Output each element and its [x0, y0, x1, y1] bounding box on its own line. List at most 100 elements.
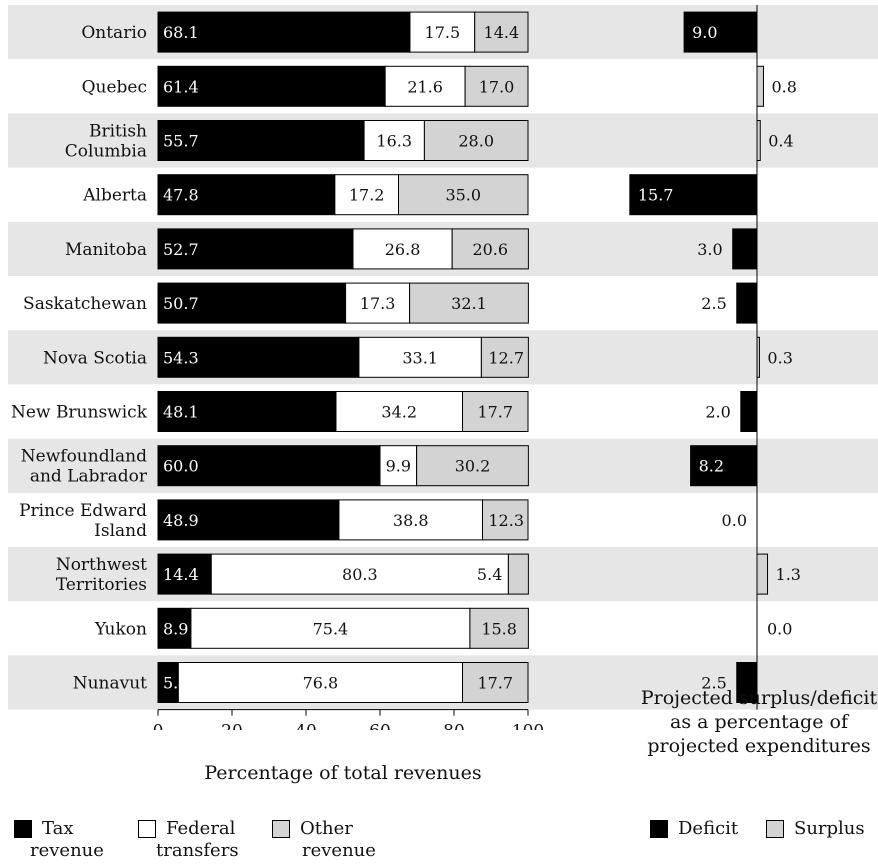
bar-label-other-5: 32.1	[451, 294, 487, 313]
category-label-11-0: Yukon	[94, 619, 147, 639]
bar-label-other-10: 5.4	[477, 565, 502, 584]
bar-tax-8	[157, 445, 381, 487]
bar-label-tax-5: 50.7	[163, 294, 199, 313]
bar-label-other-3: 35.0	[445, 186, 481, 205]
bar-tax-3	[157, 174, 336, 216]
bar-other-6	[480, 336, 529, 378]
legend-label-tax-1: Tax	[42, 818, 74, 839]
legend-swatch-surplus	[766, 820, 784, 838]
category-label-2-1: Columbia	[65, 142, 147, 162]
bar-label-federal-2: 16.3	[376, 132, 412, 151]
bar-label-tax-7: 48.1	[163, 403, 199, 422]
bar-label-tax-10: 14.4	[163, 565, 199, 584]
bar-label-other-12: 17.7	[477, 674, 513, 693]
balance-label-9: 0.0	[722, 511, 747, 530]
right-x-axis-title-line-3: projected expenditures	[647, 735, 871, 757]
balance-label-6: 0.3	[767, 348, 792, 367]
bar-label-federal-10: 80.3	[342, 565, 378, 584]
bar-label-tax-8: 60.0	[163, 457, 199, 476]
bar-label-tax-4: 52.7	[163, 240, 199, 259]
bar-label-other-7: 17.7	[477, 403, 513, 422]
balance-bar-3	[629, 174, 758, 216]
right-x-axis-title-line-2: as a percentage of	[670, 711, 848, 733]
bar-label-other-1: 17.0	[479, 77, 515, 96]
bar-label-other-8: 30.2	[455, 457, 491, 476]
balance-label-2: 0.4	[768, 132, 793, 151]
bar-other-0	[474, 11, 529, 53]
bar-federal-5	[345, 282, 411, 324]
bar-federal-9	[338, 499, 483, 541]
balance-label-10: 1.3	[776, 565, 801, 584]
bar-federal-2	[363, 120, 425, 161]
left-x-tick-label-1: 20	[221, 722, 243, 730]
bar-label-other-11: 15.8	[481, 619, 517, 638]
left-x-tick-label-2: 40	[295, 722, 317, 730]
balance-bar-5	[736, 282, 758, 324]
category-label-8-1: and Labrador	[30, 467, 148, 487]
bar-other-9	[481, 499, 529, 541]
bar-label-tax-9: 48.9	[163, 511, 199, 530]
balance-bar-8	[690, 445, 758, 487]
balance-bar-0	[683, 11, 758, 53]
bar-label-tax-12: 5.5	[163, 674, 188, 693]
legend-swatch-tax	[14, 820, 32, 838]
left-x-tick-label-3: 60	[369, 722, 391, 730]
bar-other-1	[464, 65, 529, 107]
bar-label-other-0: 14.4	[484, 23, 520, 42]
legend-swatch-federal	[138, 820, 156, 838]
bar-federal-7	[335, 391, 464, 432]
bar-other-5	[409, 282, 529, 324]
balance-label-0: 9.0	[692, 23, 717, 42]
bar-label-other-4: 20.6	[472, 240, 508, 259]
category-label-4-0: Manitoba	[65, 240, 147, 260]
bar-label-federal-5: 17.3	[360, 294, 396, 313]
category-label-9-0: Prince Edward	[19, 501, 147, 521]
category-label-10-0: Northwest	[56, 555, 147, 575]
bar-label-federal-11: 75.4	[313, 619, 349, 638]
left-x-axis-title: Percentage of total revenues	[204, 762, 482, 784]
bar-tax-1	[157, 65, 386, 107]
balance-label-8: 8.2	[699, 457, 724, 476]
bar-other-12	[462, 662, 529, 703]
bar-label-federal-7: 34.2	[381, 403, 417, 422]
balance-label-3: 15.7	[638, 186, 674, 205]
bar-label-tax-2: 55.7	[163, 132, 199, 151]
bar-label-federal-0: 17.5	[425, 23, 461, 42]
bar-label-federal-9: 38.8	[393, 511, 429, 530]
bar-tax-6	[157, 336, 360, 378]
balance-label-5: 2.5	[701, 294, 726, 313]
bar-tax-5	[157, 282, 347, 324]
legend-swatch-deficit	[650, 820, 668, 838]
bar-label-federal-1: 21.6	[407, 77, 443, 96]
bar-label-federal-12: 76.8	[303, 674, 339, 693]
bar-other-7	[462, 391, 529, 432]
category-label-9-1: Island	[94, 521, 147, 541]
balance-label-11: 0.0	[767, 619, 792, 638]
bar-tax-7	[157, 391, 337, 432]
category-label-8-0: Newfoundland	[21, 447, 147, 467]
balance-label-12: 2.5	[701, 674, 726, 693]
bar-other-8	[416, 445, 529, 487]
legend-swatch-other	[272, 820, 290, 838]
legend-label-surplus: Surplus	[794, 818, 865, 839]
category-label-12-0: Nunavut	[73, 674, 147, 694]
legend-balance: Deficit Surplus	[650, 818, 878, 844]
left-x-tick-label-0: 0	[153, 722, 164, 730]
bar-federal-11	[190, 607, 471, 649]
bar-other-3	[398, 174, 529, 216]
legend-label-federal-1: Federal	[166, 818, 236, 839]
bar-other-10	[507, 553, 529, 595]
left-x-tick-label-5: 100	[512, 722, 544, 730]
bar-label-tax-0: 68.1	[163, 23, 199, 42]
bar-federal-10	[210, 553, 509, 595]
legend-label-deficit: Deficit	[678, 818, 739, 839]
bar-label-other-6: 12.7	[488, 348, 524, 367]
legend-label-federal-2: transfers	[156, 840, 239, 861]
legend-label-tax-2: revenue	[30, 840, 104, 861]
bar-federal-6	[358, 336, 482, 378]
right-x-axis-title: Projected surplus/deficit as a percentag…	[640, 686, 878, 758]
legend-revenue: Tax revenue Federal transfers Other reve…	[0, 818, 600, 864]
bar-label-federal-3: 17.2	[349, 186, 385, 205]
bar-label-tax-1: 61.4	[163, 77, 199, 96]
